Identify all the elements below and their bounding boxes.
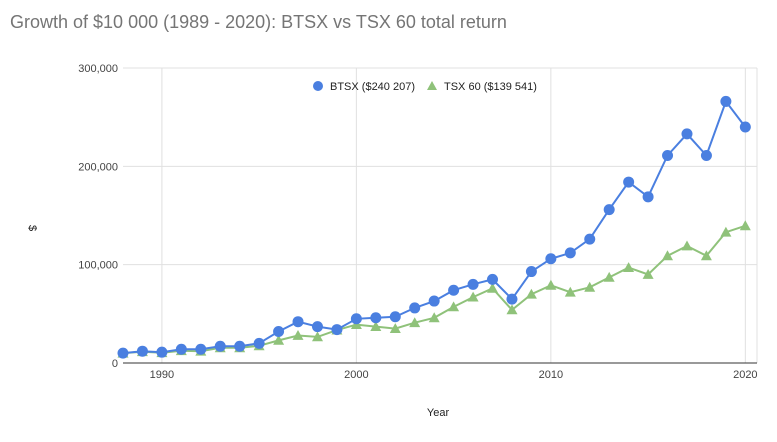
series-layer bbox=[117, 95, 751, 359]
series-1 bbox=[117, 220, 751, 358]
data-point[interactable] bbox=[448, 284, 460, 296]
data-point[interactable] bbox=[292, 316, 304, 328]
data-point[interactable] bbox=[428, 312, 440, 323]
chart-title: Growth of $10 000 (1989 - 2020): BTSX vs… bbox=[10, 12, 507, 32]
data-point[interactable] bbox=[370, 321, 382, 331]
data-point[interactable] bbox=[642, 191, 654, 203]
data-point[interactable] bbox=[564, 247, 576, 259]
series-line bbox=[122, 224, 746, 355]
data-point[interactable] bbox=[525, 266, 537, 278]
data-point[interactable] bbox=[662, 150, 674, 162]
data-point[interactable] bbox=[409, 317, 421, 328]
data-point[interactable] bbox=[409, 302, 421, 314]
data-point[interactable] bbox=[175, 343, 187, 355]
y-tick-label: 0 bbox=[112, 358, 118, 370]
data-point[interactable] bbox=[681, 240, 693, 251]
data-point[interactable] bbox=[545, 253, 557, 265]
data-point[interactable] bbox=[487, 282, 498, 293]
data-point[interactable] bbox=[739, 121, 751, 133]
data-point[interactable] bbox=[506, 304, 518, 315]
data-point[interactable] bbox=[700, 150, 712, 162]
data-point[interactable] bbox=[623, 176, 635, 188]
data-point[interactable] bbox=[623, 262, 635, 272]
data-point[interactable] bbox=[117, 347, 129, 359]
data-point[interactable] bbox=[584, 233, 596, 245]
data-point[interactable] bbox=[525, 288, 537, 299]
data-point[interactable] bbox=[584, 281, 596, 292]
data-point[interactable] bbox=[214, 340, 226, 352]
data-point[interactable] bbox=[467, 278, 479, 290]
data-point[interactable] bbox=[467, 291, 479, 302]
data-point[interactable] bbox=[700, 250, 712, 261]
data-point[interactable] bbox=[681, 128, 693, 140]
x-tick-label: 1990 bbox=[150, 369, 174, 381]
legend-item-1[interactable]: TSX 60 ($139 541) bbox=[427, 81, 537, 93]
data-point[interactable] bbox=[564, 286, 576, 297]
data-point[interactable] bbox=[156, 346, 168, 358]
gridlines bbox=[123, 67, 758, 364]
data-point[interactable] bbox=[331, 324, 343, 336]
data-point[interactable] bbox=[273, 334, 285, 345]
data-point[interactable] bbox=[603, 271, 615, 282]
legend-label: BTSX ($240 207) bbox=[330, 81, 415, 93]
data-point[interactable] bbox=[389, 323, 401, 333]
data-point[interactable] bbox=[311, 321, 323, 333]
data-point[interactable] bbox=[662, 250, 673, 261]
legend-swatch bbox=[313, 81, 323, 91]
y-axis-title: $ bbox=[26, 225, 38, 231]
x-tick-label: 2000 bbox=[344, 369, 368, 381]
legend-swatch bbox=[427, 81, 437, 90]
legend-label: TSX 60 ($139 541) bbox=[444, 81, 537, 93]
data-point[interactable] bbox=[312, 331, 323, 342]
axes: 1990 2000 2010 2020 0 100,000 200,000 300,000 bbox=[78, 63, 757, 381]
data-point[interactable] bbox=[234, 340, 246, 352]
data-point[interactable] bbox=[195, 343, 207, 355]
data-point[interactable] bbox=[350, 313, 362, 325]
y-tick-label: 100,000 bbox=[78, 260, 118, 272]
data-point[interactable] bbox=[136, 345, 148, 357]
data-point[interactable] bbox=[545, 279, 557, 290]
data-point[interactable] bbox=[720, 226, 732, 237]
y-tick-label: 300,000 bbox=[78, 63, 118, 75]
data-point[interactable] bbox=[389, 311, 401, 323]
y-tick-label: 200,000 bbox=[78, 161, 118, 173]
x-tick-label: 2020 bbox=[733, 369, 757, 381]
x-tick-label: 2010 bbox=[539, 369, 563, 381]
legend: BTSX ($240 207) TSX 60 ($139 541) bbox=[313, 81, 537, 93]
data-point[interactable] bbox=[739, 220, 751, 231]
x-axis-title: Year bbox=[427, 407, 450, 419]
data-point[interactable] bbox=[603, 204, 615, 216]
data-point[interactable] bbox=[720, 95, 732, 107]
data-point[interactable] bbox=[506, 293, 518, 305]
data-point[interactable] bbox=[253, 337, 265, 349]
series-0 bbox=[117, 95, 751, 359]
legend-item-0[interactable]: BTSX ($240 207) bbox=[313, 81, 415, 93]
data-point[interactable] bbox=[487, 273, 499, 285]
data-point[interactable] bbox=[448, 301, 460, 312]
data-point[interactable] bbox=[273, 326, 285, 338]
data-point[interactable] bbox=[370, 312, 382, 324]
data-point[interactable] bbox=[292, 330, 304, 340]
data-point[interactable] bbox=[642, 269, 654, 279]
data-point[interactable] bbox=[428, 295, 440, 307]
